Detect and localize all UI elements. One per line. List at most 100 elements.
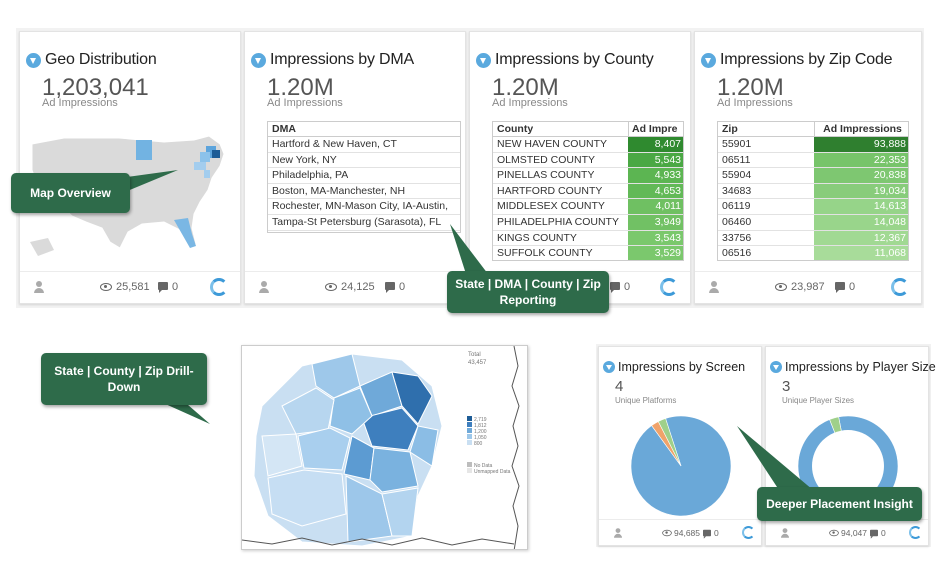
county-region: [381, 487, 419, 537]
card-header: Impressions by Screen: [603, 360, 745, 374]
comment-icon[interactable]: [385, 282, 395, 293]
table-row[interactable]: NEW HAVEN COUNTY 8,407: [493, 137, 683, 153]
table-row[interactable]: Hartford & New Haven, CT: [268, 137, 460, 153]
views-icon: [100, 283, 112, 291]
legend-swatch: [467, 462, 472, 467]
comment-icon[interactable]: [610, 282, 620, 293]
filter-icon[interactable]: [476, 52, 491, 68]
map-total-value: 43,457: [468, 360, 487, 366]
card-footer: 94,685 0: [599, 519, 761, 545]
table-row[interactable]: 55904 20,838: [718, 168, 908, 184]
user-icon: [259, 281, 269, 293]
table-row[interactable]: Philadelphia, PA: [268, 168, 460, 184]
views-count: 23,987: [791, 281, 825, 293]
views-icon: [325, 283, 337, 291]
callout-reporting: State | DMA | County | Zip Reporting: [447, 271, 609, 313]
table-row[interactable]: Boston, MA-Manchester, NH: [268, 184, 460, 200]
table-row[interactable]: New York, NY: [268, 153, 460, 169]
comment-icon[interactable]: [158, 282, 168, 293]
metric-value: 1.20M: [492, 74, 559, 101]
state-new-york: [200, 152, 210, 162]
callout-text: Map Overview: [30, 186, 111, 200]
refresh-icon[interactable]: [660, 278, 678, 296]
card-footer: 25,581 0: [20, 271, 240, 303]
table-row[interactable]: SUFFOLK COUNTY 3,529: [493, 246, 683, 260]
metric-label: Ad Impressions: [717, 97, 793, 109]
legend-label: 1,812: [474, 423, 487, 429]
table-row[interactable]: Rochester, MN-Mason City, IA-Austin,: [268, 199, 460, 215]
county-choropleth[interactable]: Total 43,457 2,719 1,812 1,200 1,050 800…: [242, 346, 528, 550]
table-row[interactable]: 33756 12,367: [718, 230, 908, 247]
filter-icon[interactable]: [770, 361, 782, 373]
card-title: Impressions by Player Size: [785, 360, 936, 374]
refresh-icon[interactable]: [742, 526, 755, 539]
zip-table: Zip Ad Impressions 55901 93,888 06511 22,35…: [717, 121, 909, 261]
metric-label: Ad Impressions: [267, 97, 343, 109]
state-minnesota: [136, 140, 152, 160]
table-row[interactable]: 34683 19,034: [718, 183, 908, 200]
filter-icon[interactable]: [603, 361, 615, 373]
card-title: Impressions by DMA: [270, 51, 414, 68]
impressions-value: 3,949: [628, 214, 683, 230]
table-row[interactable]: MIDDLESEX COUNTY 4,011: [493, 199, 683, 215]
table-body: NEW HAVEN COUNTY 8,407 OLMSTED COUNTY 5,543…: [493, 137, 683, 260]
column-header-impressions[interactable]: Ad Impressions: [814, 122, 908, 136]
dma-name: Philadelphia, PA: [272, 169, 349, 182]
card-footer: 23,987 0: [695, 271, 921, 303]
drilldown-map[interactable]: Total 43,457 2,719 1,812 1,200 1,050 800…: [241, 345, 528, 550]
table-header: DMA: [268, 122, 460, 137]
screen-card[interactable]: Impressions by Screen 4 Unique Platforms…: [598, 346, 762, 546]
state-florida: [174, 218, 196, 248]
column-header-impressions[interactable]: Ad Impre: [628, 122, 683, 136]
county-region: [261, 433, 303, 477]
table-row[interactable]: PINELLAS COUNTY 4,933: [493, 168, 683, 184]
geo-distribution-card[interactable]: Geo Distribution 1,203,041 Ad Impression…: [19, 31, 241, 304]
county-region: [391, 371, 433, 425]
filter-icon[interactable]: [701, 52, 716, 68]
views-count: 25,581: [116, 281, 150, 293]
comment-icon[interactable]: [703, 529, 711, 539]
metric-label: Ad Impressions: [492, 97, 568, 109]
impressions-value: 20,838: [814, 168, 908, 183]
state-northeast: [206, 146, 216, 158]
filter-icon[interactable]: [251, 52, 266, 68]
pie-slice[interactable]: [657, 418, 682, 467]
county-card[interactable]: Impressions by County 1.20M Ad Impressio…: [469, 31, 691, 304]
column-header-zip[interactable]: Zip: [722, 123, 738, 135]
impressions-value: 12,367: [814, 230, 908, 246]
county-region: [409, 425, 439, 467]
table-row[interactable]: HARTFORD COUNTY 4,653: [493, 183, 683, 200]
legend-label: 1,200: [474, 429, 487, 435]
card-header: Impressions by County: [476, 49, 684, 71]
table-row[interactable]: 06460 14,048: [718, 214, 908, 231]
dma-name: Hartford & New Haven, CT: [272, 138, 397, 150]
refresh-icon[interactable]: [891, 278, 909, 296]
filter-icon[interactable]: [26, 52, 41, 68]
screen-pie-chart[interactable]: [619, 411, 743, 521]
table-row[interactable]: KINGS COUNTY 3,543: [493, 230, 683, 247]
table-row[interactable]: PHILADELPHIA COUNTY 3,949: [493, 214, 683, 231]
table-row[interactable]: 55901 93,888: [718, 137, 908, 153]
table-row[interactable]: Tampa-St Petersburg (Sarasota), FL: [268, 215, 460, 231]
dma-card[interactable]: Impressions by DMA 1.20M Ad Impressions …: [244, 31, 466, 304]
donut-hole: [812, 430, 884, 502]
comment-icon[interactable]: [870, 529, 878, 539]
column-header[interactable]: DMA: [272, 123, 296, 135]
table-row[interactable]: 06516 11,068: [718, 246, 908, 260]
card-header: Impressions by DMA: [251, 49, 459, 71]
metric-label: Unique Player Sizes: [782, 396, 855, 405]
comment-icon[interactable]: [835, 282, 845, 293]
table-row[interactable]: 06119 14,613: [718, 199, 908, 215]
legend-label: 1,050: [474, 435, 487, 441]
table-row[interactable]: 06511 22,353: [718, 152, 908, 169]
table-row[interactable]: OLMSTED COUNTY 5,543: [493, 152, 683, 169]
metric-label: Unique Platforms: [615, 396, 677, 405]
zip-card[interactable]: Impressions by Zip Code 1.20M Ad Impress…: [694, 31, 922, 304]
zip-code: 06516: [722, 247, 752, 260]
views-count: 24,125: [341, 281, 375, 293]
column-header-county[interactable]: County: [497, 123, 534, 135]
impressions-value: 3,543: [628, 230, 683, 246]
callout-map-overview: Map Overview: [11, 173, 130, 213]
refresh-icon[interactable]: [210, 278, 228, 296]
refresh-icon[interactable]: [909, 526, 922, 539]
